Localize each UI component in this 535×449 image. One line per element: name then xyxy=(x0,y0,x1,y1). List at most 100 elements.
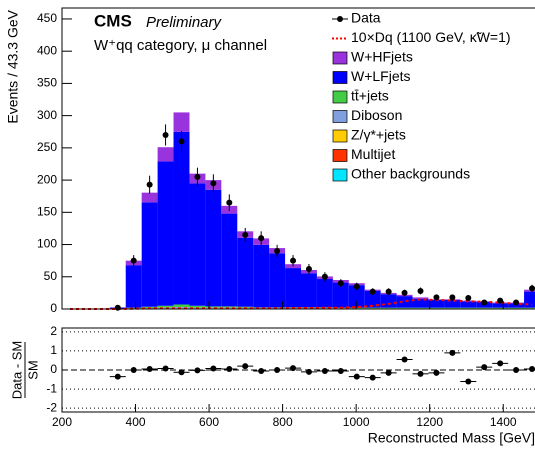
ratio-point xyxy=(433,369,440,376)
ratio-point xyxy=(401,356,408,363)
stack-bar xyxy=(380,294,397,308)
ratio-point xyxy=(146,366,153,373)
ratio-point xyxy=(513,367,520,373)
stack-bar xyxy=(269,307,286,309)
ratio-point xyxy=(210,365,217,372)
data-point xyxy=(433,294,440,301)
x-tick-label: 1400 xyxy=(490,415,517,429)
stack-bar xyxy=(301,273,317,308)
legend-swatch xyxy=(332,168,348,182)
stack-bar xyxy=(508,307,525,309)
stack-bar xyxy=(125,307,142,309)
data-point xyxy=(369,288,376,295)
stack-bar xyxy=(173,131,190,305)
ratio-point xyxy=(274,367,281,373)
stack-bar xyxy=(141,202,158,307)
y-tick-label: 150 xyxy=(37,204,57,218)
legend-swatch xyxy=(332,110,348,123)
stack-bar xyxy=(301,308,317,309)
stack-bar xyxy=(173,304,190,308)
stack-bar xyxy=(412,307,429,309)
legend-label: Multijet xyxy=(351,146,395,162)
stack-bar xyxy=(348,285,365,308)
stack-bar xyxy=(492,307,509,309)
data-point xyxy=(274,247,281,254)
ratio-point xyxy=(465,378,472,385)
stack-bar xyxy=(412,297,429,299)
ratio-point xyxy=(481,364,488,371)
y-tick-label: 100 xyxy=(37,237,57,251)
stack-bar xyxy=(492,303,509,308)
stack-bar xyxy=(460,307,477,309)
experiment: CMS xyxy=(94,11,132,30)
y-tick-label: 2 xyxy=(50,324,57,338)
category-label: W⁺qq category, μ channel xyxy=(94,37,267,54)
stack-bar xyxy=(253,244,270,308)
ratio-point xyxy=(449,349,456,356)
ratio-point xyxy=(226,366,233,373)
frame xyxy=(61,327,535,413)
legend-marker xyxy=(337,16,343,22)
data-point xyxy=(242,231,249,238)
stack-bar xyxy=(285,268,301,308)
ratio-point xyxy=(242,363,249,370)
y-tick-label: 250 xyxy=(37,140,57,154)
x-tick-label: 600 xyxy=(199,415,219,429)
data-point xyxy=(401,289,408,296)
stack-bar xyxy=(253,307,270,309)
data-point xyxy=(449,294,456,301)
data-point xyxy=(529,285,535,292)
legend-swatch xyxy=(332,71,348,84)
ratio-point xyxy=(321,367,328,374)
stack-bar xyxy=(524,291,535,308)
stack-bar xyxy=(396,307,413,309)
ratio-point xyxy=(162,365,169,372)
stack-bar xyxy=(396,296,413,308)
ratio-point xyxy=(305,368,312,375)
y-tick-label: 50 xyxy=(44,269,58,283)
data-point xyxy=(497,297,504,304)
stack-bar xyxy=(348,307,365,309)
stack-bar xyxy=(157,307,174,309)
legend-label: W+HFjets xyxy=(351,49,413,65)
stack-bar xyxy=(205,189,222,307)
y-tick-label: 400 xyxy=(37,43,57,57)
x-tick-label: 1000 xyxy=(343,415,370,429)
stack-bar xyxy=(205,307,222,309)
legend-label: Diboson xyxy=(351,107,402,123)
data-point xyxy=(290,257,297,264)
legend-label: Other backgrounds xyxy=(351,166,470,182)
stack-bar xyxy=(125,265,142,308)
stack-bar xyxy=(476,307,493,309)
stack-bar xyxy=(157,147,174,162)
stack-bar xyxy=(221,306,238,308)
stack-bar xyxy=(157,305,174,308)
stack-bar xyxy=(269,308,286,309)
y-tick-label: 350 xyxy=(37,76,57,90)
legend-swatch xyxy=(332,149,348,162)
stack-bar xyxy=(332,282,349,308)
legend-swatch xyxy=(332,129,348,143)
legend-swatch xyxy=(332,51,348,65)
y-tick-label: 0 xyxy=(50,362,57,376)
y-tick-label: 200 xyxy=(37,172,57,186)
legend-label: Data xyxy=(351,10,381,26)
y-tick-label: 1 xyxy=(50,343,57,357)
ratio-label: SM xyxy=(25,360,40,380)
stack-bar xyxy=(364,290,381,308)
data-point xyxy=(337,280,344,287)
data-point xyxy=(258,235,265,242)
stack-bar xyxy=(157,161,174,306)
y-axis-label: Events / 43.3 GeV xyxy=(5,9,21,123)
ratio-point xyxy=(529,366,535,373)
data-point xyxy=(321,273,328,280)
ratio-point xyxy=(130,367,137,373)
stack-bar xyxy=(141,192,158,203)
x-tick-label: 1200 xyxy=(416,415,443,429)
ratio-point xyxy=(417,370,424,377)
stack-bar xyxy=(460,301,477,308)
stack-bar xyxy=(316,279,333,308)
stack-bar xyxy=(173,112,190,132)
data-point xyxy=(465,295,472,302)
